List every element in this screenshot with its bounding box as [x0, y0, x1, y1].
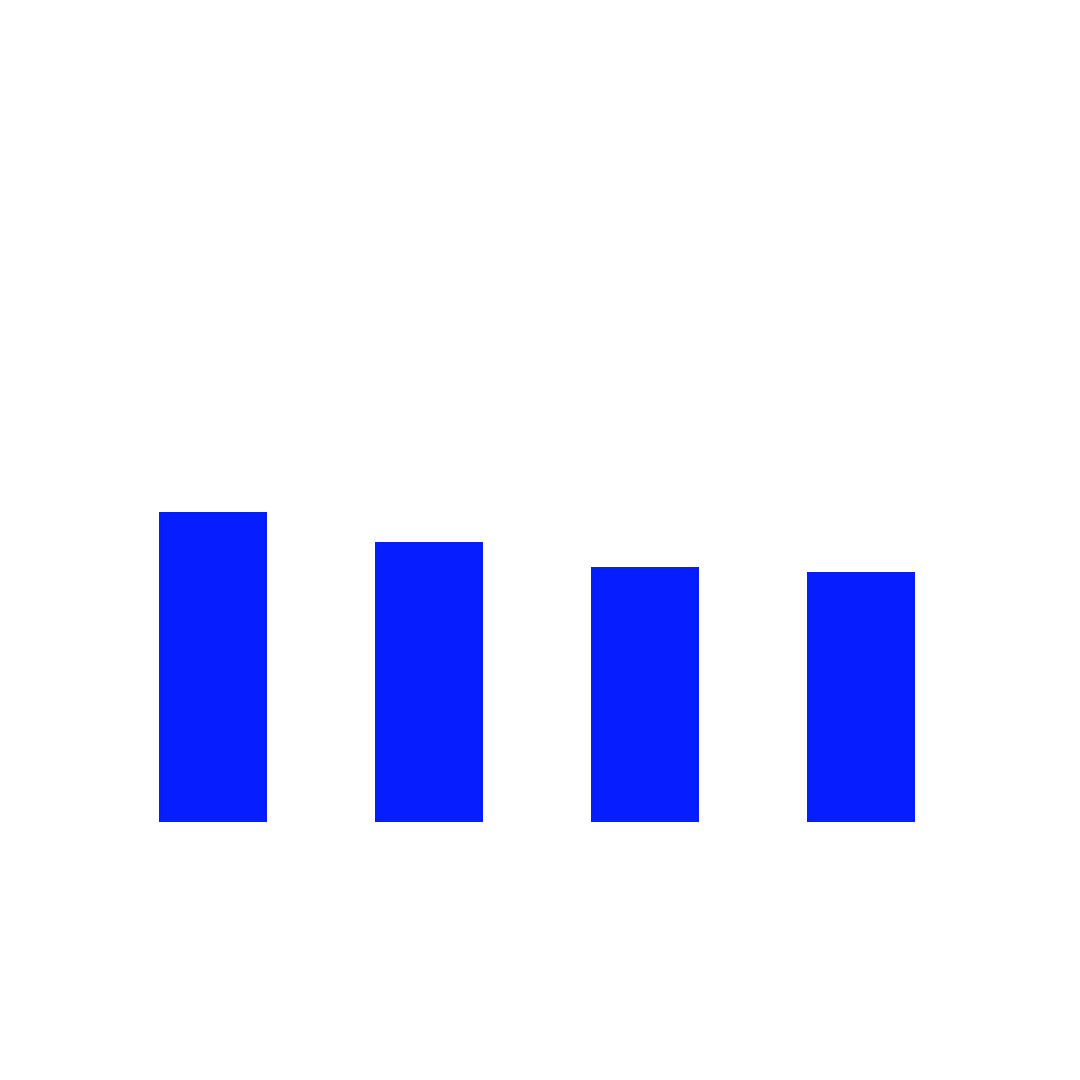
- bar-2: [375, 542, 483, 822]
- bar-4: [807, 572, 915, 822]
- bars-group: [159, 512, 915, 822]
- bar-1: [159, 512, 267, 822]
- bar-3: [591, 567, 699, 822]
